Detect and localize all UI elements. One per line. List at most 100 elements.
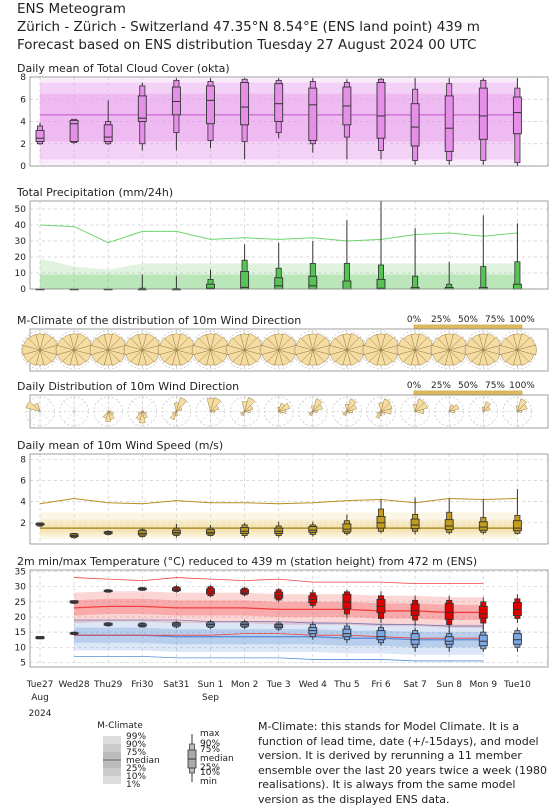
daily-rose-rose-sector xyxy=(516,403,528,412)
daily-rose-rose-spoke xyxy=(244,411,256,422)
daily-rose-rose-sector xyxy=(380,398,391,413)
precip-box xyxy=(308,275,318,290)
mclim-rose-rose-sector xyxy=(89,345,110,355)
mclim-rose-rose-sector xyxy=(232,334,246,351)
x-day-label: Sun 8 xyxy=(436,680,462,690)
cloud-box xyxy=(206,85,215,125)
mclim-rose-rose-sector xyxy=(159,337,178,351)
mclim-rose-rose-sector xyxy=(516,349,530,366)
mclim-rose-rose-sector xyxy=(448,349,461,366)
daily-rose-rose-spoke xyxy=(438,401,450,412)
windspeed-title: Daily mean of 10m Wind Speed (m/s) xyxy=(17,439,223,452)
cloud-box xyxy=(376,82,386,139)
legend-mclimate-label: median xyxy=(126,756,160,766)
windspeed-box xyxy=(274,527,284,534)
daily-rose-rose-sector xyxy=(209,410,216,413)
mclim-rose-rose-sector xyxy=(414,349,427,366)
mclim-rose-rose-sector xyxy=(107,349,120,366)
daily-rose-rose-spoke xyxy=(483,401,494,412)
mclim-rose-rose-sector xyxy=(210,349,223,366)
daily-rose-rose-spoke xyxy=(336,401,348,412)
cloud-box xyxy=(308,87,318,141)
legend-box-label: 90% xyxy=(200,739,220,749)
mclim-rose-rose-sector xyxy=(380,349,393,366)
mclim-rose-rose-sector xyxy=(124,345,144,355)
cloud-frame xyxy=(29,76,549,167)
x-month-label: Aug xyxy=(31,693,49,703)
temp-ytick-label: 5 xyxy=(20,658,26,668)
mclim-rose-rose-sector xyxy=(430,345,451,355)
tmax-box xyxy=(478,605,488,619)
daily-rose-rose-spoke xyxy=(73,411,85,422)
mclim-rose-rose-sector xyxy=(330,337,348,351)
daily-rose-rose-sector xyxy=(137,411,144,415)
x-day-label: Thu 5 xyxy=(333,680,360,690)
daily-rose-rose-spoke xyxy=(29,411,41,422)
daily-rose-rose-sector xyxy=(138,410,146,424)
daily-rose-rose-sector xyxy=(380,408,392,415)
x-day-label: Sat31 xyxy=(163,680,189,690)
mclim-rose-rose-sector xyxy=(261,337,280,351)
windspeed-box xyxy=(308,526,318,533)
daily-rose-rose-spoke xyxy=(131,401,143,412)
mclim-rose-rose-sector xyxy=(55,345,76,355)
daily-rose-rose-spoke xyxy=(97,401,109,412)
windspeed-box xyxy=(240,527,250,534)
mclim-rose-rose-sector xyxy=(516,344,537,356)
tmin-box xyxy=(444,636,454,645)
daily-rose-rose-spoke xyxy=(404,411,416,422)
mclim-rose-rose-sector xyxy=(465,345,485,355)
daily-rose-rose-ring xyxy=(229,396,260,427)
windspeed-box xyxy=(376,516,386,529)
cloud-ytick-label: 0 xyxy=(20,162,26,172)
daily-rose-rose-ring xyxy=(59,396,89,427)
daily-rose-rose-spoke xyxy=(370,411,382,422)
mclim-rose-scale-label: 50% xyxy=(458,315,478,325)
daily-rose-rose-ring xyxy=(161,396,192,427)
tmax-box xyxy=(410,603,420,616)
daily-rose-rose-spoke xyxy=(302,411,313,422)
mclim-rose-rose-sector xyxy=(328,345,348,355)
mclim-rose-rose-sector xyxy=(227,337,246,351)
daily-rose-rose-sector xyxy=(414,408,425,415)
daily-rose-rose-spoke xyxy=(131,411,143,422)
mclim-rose-rose-sector xyxy=(335,334,348,351)
daily-rose-rose-spoke xyxy=(63,411,75,422)
mclim-rose-rose-sector xyxy=(364,337,382,351)
cloud-ytick-label: 8 xyxy=(20,73,26,83)
daily-rose-rose-spoke xyxy=(97,411,109,422)
cloud-box xyxy=(69,119,79,142)
daily-rose-rose-spoke xyxy=(200,411,211,422)
mclim-rose-rose-sector xyxy=(73,349,86,366)
cloud-title: Daily mean of Total Cloud Cover (okta) xyxy=(17,62,230,75)
legend-box-label: min xyxy=(200,777,217,787)
daily-rose-rose-spoke xyxy=(346,411,358,422)
daily-rose-rose-sector xyxy=(482,401,491,413)
mclim-rose-rose-sector xyxy=(432,337,451,351)
mclim-rose-rose-sector xyxy=(301,334,314,351)
x-day-label: Fri30 xyxy=(131,680,153,690)
daily-rose-rose-sector xyxy=(244,397,256,413)
daily-rose-rose-ring xyxy=(195,396,226,427)
tmax-mclimate-p99-line xyxy=(74,577,484,585)
daily-rose-rose-spoke xyxy=(278,411,290,422)
mclim-rose-rose-sector xyxy=(198,334,211,351)
daily-rose-rose-ring xyxy=(127,396,158,427)
precip-ytick-label: 0 xyxy=(20,285,26,295)
daily-rose-rose-spoke xyxy=(142,411,153,422)
daily-rose-rose-spoke xyxy=(234,411,245,422)
tmin-mclimate-p1-line xyxy=(74,655,484,662)
x-day-label: Fri 6 xyxy=(371,680,391,690)
daily-rose-rose-spoke xyxy=(39,411,51,422)
precip-ytick-label: 30 xyxy=(15,237,27,247)
x-day-label: Wed 4 xyxy=(299,680,327,690)
x-year-label: 2024 xyxy=(29,709,52,719)
mclim-rose-rose-sector xyxy=(403,334,416,351)
precip-mclimate-p99-line xyxy=(39,224,518,244)
daily-rose-rose-ring xyxy=(263,396,294,427)
daily-rose-rose-spoke xyxy=(73,401,85,412)
cloud-box xyxy=(240,82,250,126)
daily-rose-rose-spoke xyxy=(483,411,494,422)
daily-rose-rose-sector xyxy=(346,398,357,413)
tmin-box xyxy=(410,633,420,645)
